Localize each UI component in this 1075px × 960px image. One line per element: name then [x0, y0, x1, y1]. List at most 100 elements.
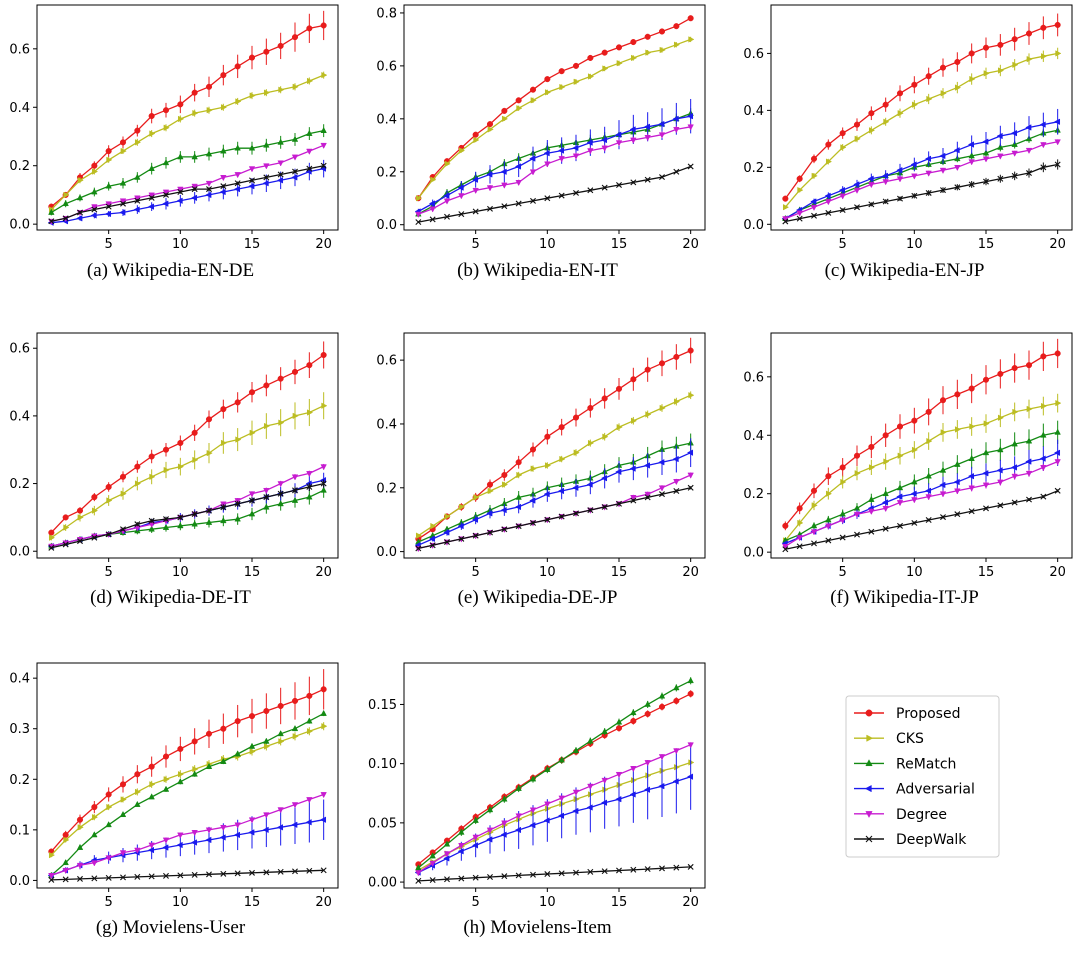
series-deepwalk [415, 863, 694, 884]
data-point [616, 500, 622, 507]
data-point [149, 781, 156, 788]
data-point [220, 439, 228, 447]
data-point [233, 831, 241, 839]
data-point [997, 153, 1004, 160]
data-point [472, 816, 479, 823]
data-point [811, 172, 818, 180]
data-point [176, 841, 183, 849]
data-point [1054, 139, 1061, 146]
data-point [968, 152, 975, 159]
data-point [91, 860, 98, 867]
data-point [320, 486, 327, 493]
data-point [444, 539, 450, 546]
data-point [443, 198, 451, 205]
data-point [134, 771, 141, 778]
data-point [687, 15, 694, 22]
series-line [417, 394, 691, 537]
data-point [1011, 140, 1018, 147]
data-point [615, 44, 623, 51]
series-line [418, 866, 691, 882]
data-point [659, 46, 666, 54]
data-point [924, 487, 932, 495]
data-point [558, 424, 565, 431]
data-point [1026, 55, 1033, 63]
legend-marker [865, 811, 873, 819]
data-point [658, 360, 666, 367]
data-point [840, 478, 847, 486]
data-point [105, 791, 112, 798]
data-point [248, 182, 255, 190]
data-point [658, 132, 666, 139]
data-point [430, 176, 437, 183]
data-point [940, 187, 946, 194]
data-point [557, 812, 565, 819]
data-point [544, 765, 551, 772]
data-point [853, 511, 861, 518]
data-point [954, 58, 961, 66]
data-point [868, 443, 875, 451]
data-point [811, 212, 817, 219]
data-point [688, 392, 695, 399]
data-point [319, 816, 327, 823]
data-point [602, 65, 609, 72]
data-point [429, 860, 436, 867]
data-point [458, 828, 465, 835]
y-tick-label: 0.00 [368, 876, 397, 891]
data-point [191, 429, 198, 436]
series-line [51, 144, 324, 222]
series-rematch [48, 124, 327, 216]
plot-area [36, 332, 339, 559]
data-point [1026, 170, 1032, 177]
data-point [177, 101, 184, 108]
data-point [191, 186, 198, 193]
y-tick-label: 0.0 [376, 545, 397, 560]
data-point [559, 83, 566, 91]
data-point [939, 481, 946, 489]
data-point [616, 423, 623, 431]
data-point [883, 118, 890, 125]
data-point [277, 730, 284, 737]
data-point [601, 184, 608, 191]
data-point [190, 839, 198, 846]
series-line [784, 129, 1058, 220]
data-point [1054, 428, 1061, 435]
data-point [529, 446, 537, 453]
data-point [76, 194, 84, 201]
data-point [305, 819, 312, 826]
data-point [911, 478, 918, 485]
data-point [76, 816, 84, 823]
data-point [630, 495, 637, 502]
data-point [782, 522, 789, 529]
data-point [487, 205, 493, 212]
data-point [429, 877, 436, 884]
data-point [630, 54, 638, 62]
data-point [205, 150, 213, 157]
data-point [997, 414, 1005, 421]
data-point [672, 115, 679, 123]
data-point [997, 175, 1004, 182]
legend-entry-degree: Degree [854, 807, 947, 823]
data-point [615, 385, 623, 392]
data-point [162, 753, 170, 760]
data-point [881, 499, 889, 506]
data-point [868, 528, 875, 535]
data-point [91, 507, 99, 514]
data-point [148, 763, 155, 770]
data-point [940, 429, 947, 436]
data-point [500, 831, 507, 838]
data-point [220, 147, 227, 154]
data-point [220, 72, 227, 79]
x-tick-label: 20 [315, 895, 332, 910]
data-point [291, 474, 299, 481]
data-point [320, 126, 327, 133]
data-point [896, 176, 904, 183]
data-point [515, 493, 522, 500]
y-tick-label: 0.0 [9, 545, 30, 560]
x-tick-label: 5 [472, 895, 480, 910]
data-point [62, 541, 69, 548]
data-point [177, 463, 185, 470]
data-point [191, 738, 198, 745]
y-tick-label: 0.0 [376, 218, 397, 233]
data-point [782, 195, 789, 202]
data-point [263, 174, 270, 181]
